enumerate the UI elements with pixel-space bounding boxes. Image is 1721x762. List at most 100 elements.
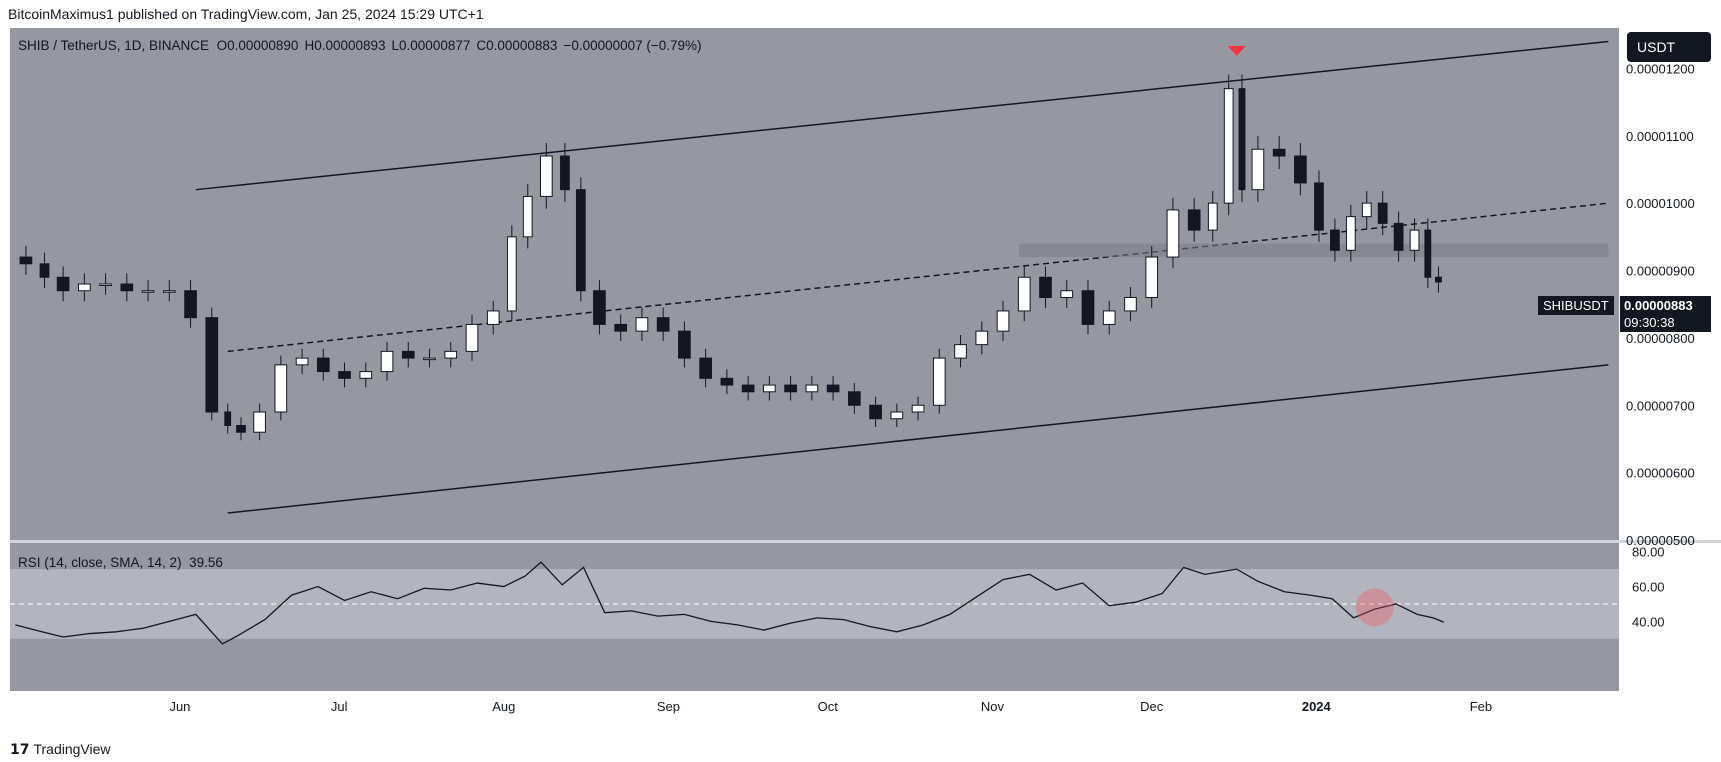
time-tick-label: Oct — [818, 699, 839, 714]
time-tick-label: Jul — [331, 699, 348, 714]
price-tick-label: 0.00001200 — [1626, 61, 1695, 76]
price-tick-label: 0.00001100 — [1626, 129, 1694, 144]
candle-down — [1393, 222, 1404, 251]
candle-down — [19, 256, 33, 265]
symbol-title[interactable]: SHIB / TetherUS, 1D, BINANCE — [18, 38, 210, 53]
candle-down — [338, 371, 351, 379]
close-label: C — [476, 38, 487, 53]
candle-down — [1187, 209, 1201, 231]
candle-up — [635, 317, 649, 332]
candle-up — [1345, 216, 1356, 251]
candle-up — [253, 411, 266, 433]
candle-down — [869, 404, 882, 420]
channel-support — [227, 364, 1609, 514]
time-tick-label: Sep — [657, 699, 680, 714]
candle-down — [316, 357, 330, 373]
symbol-tag: SHIBUSDT — [1538, 296, 1614, 315]
candle-up — [1251, 148, 1265, 191]
candle-up — [423, 357, 436, 361]
rsi-highlight — [1355, 588, 1394, 627]
candle-down — [656, 317, 670, 332]
candle-down — [560, 155, 570, 191]
candle-up — [1145, 256, 1159, 298]
candle-down — [784, 384, 797, 393]
candle-down — [1435, 276, 1442, 283]
bar-countdown: 09:30:38 — [1620, 313, 1711, 332]
time-tick-label: Feb — [1470, 699, 1492, 714]
candle-down — [1039, 276, 1052, 298]
top-marker — [1227, 45, 1246, 56]
candle-up — [274, 364, 288, 413]
candle-down — [401, 350, 415, 359]
time-axis-background — [10, 691, 1619, 721]
low-label: L — [391, 38, 400, 53]
publisher-bar: BitcoinMaximus1 published on TradingView… — [0, 0, 1721, 28]
rsi-legend[interactable]: RSI (14, close, SMA, 14, 2) 39.56 — [18, 555, 223, 570]
candle-down — [1238, 88, 1246, 191]
time-tick-label: Nov — [981, 699, 1005, 714]
candle-up — [141, 290, 155, 293]
time-tick-label: Aug — [492, 699, 515, 714]
candle-down — [120, 283, 134, 292]
candle-down — [593, 290, 606, 325]
price-tick-label: 0.00000800 — [1626, 331, 1695, 346]
candle-down — [1377, 202, 1388, 224]
change-value: −0.00000007 (−0.79%) — [563, 38, 702, 53]
open-label: O — [216, 38, 228, 53]
channel-resistance — [195, 40, 1609, 191]
candle-up — [465, 323, 479, 352]
time-tick-label: 2024 — [1302, 699, 1332, 714]
candle-up — [359, 371, 373, 379]
horizontal-resistance — [1018, 243, 1609, 258]
rsi-tick-label: 40.00 — [1632, 614, 1665, 629]
high-value: 0.00000893 — [314, 38, 386, 53]
candle-down — [678, 330, 691, 359]
rsi-tick-label: 60.00 — [1632, 580, 1665, 595]
tradingview-logo[interactable]: 17 TradingView — [10, 741, 111, 758]
candle-down — [184, 290, 197, 319]
candle-up — [1207, 202, 1218, 231]
candle-down — [205, 317, 219, 413]
candle-up — [380, 350, 394, 373]
candle-up — [1166, 209, 1180, 258]
candle-down — [1330, 229, 1340, 251]
candle-up — [932, 357, 946, 406]
price-tick-label: 0.00000500 — [1626, 533, 1695, 548]
symbol-legend[interactable]: SHIB / TetherUS, 1D, BINANCE O0.00000890… — [18, 38, 708, 53]
candle-up — [78, 283, 91, 292]
candle-up — [162, 290, 176, 293]
candle-up — [295, 357, 309, 366]
tv-logo-icon: 17 — [10, 742, 30, 758]
candle-up — [890, 411, 904, 420]
candle-up — [539, 155, 553, 197]
brand-name: TradingView — [33, 741, 111, 757]
high-label: H — [304, 38, 315, 53]
time-tick-label: Jun — [169, 699, 190, 714]
time-tick-label: Dec — [1140, 699, 1164, 714]
candle-down — [741, 384, 755, 393]
footer: 17 TradingView — [0, 732, 1721, 762]
low-value: 0.00000877 — [399, 38, 471, 53]
candle-up — [805, 384, 819, 393]
candle-up — [1223, 88, 1234, 204]
candle-up — [99, 283, 112, 286]
candle-up — [522, 195, 533, 238]
rsi-value: 39.56 — [189, 555, 223, 570]
candle-up — [911, 404, 925, 413]
candle-down — [236, 424, 246, 433]
candle-down — [1081, 290, 1095, 325]
candle-up — [1102, 310, 1116, 325]
candle-down — [39, 263, 50, 278]
price-tick-label: 0.00000700 — [1626, 398, 1695, 413]
candle-down — [1272, 148, 1286, 157]
rsi-title[interactable]: RSI (14, close, SMA, 14, 2) — [18, 555, 182, 570]
candle-down — [1424, 229, 1432, 278]
candle-down — [1314, 182, 1324, 231]
price-axis-background — [1619, 28, 1721, 691]
currency-button[interactable]: USDT — [1627, 32, 1711, 62]
candle-up — [996, 310, 1010, 332]
open-value: 0.00000890 — [227, 38, 299, 53]
candle-up — [1017, 276, 1031, 312]
candle-up — [506, 236, 517, 312]
